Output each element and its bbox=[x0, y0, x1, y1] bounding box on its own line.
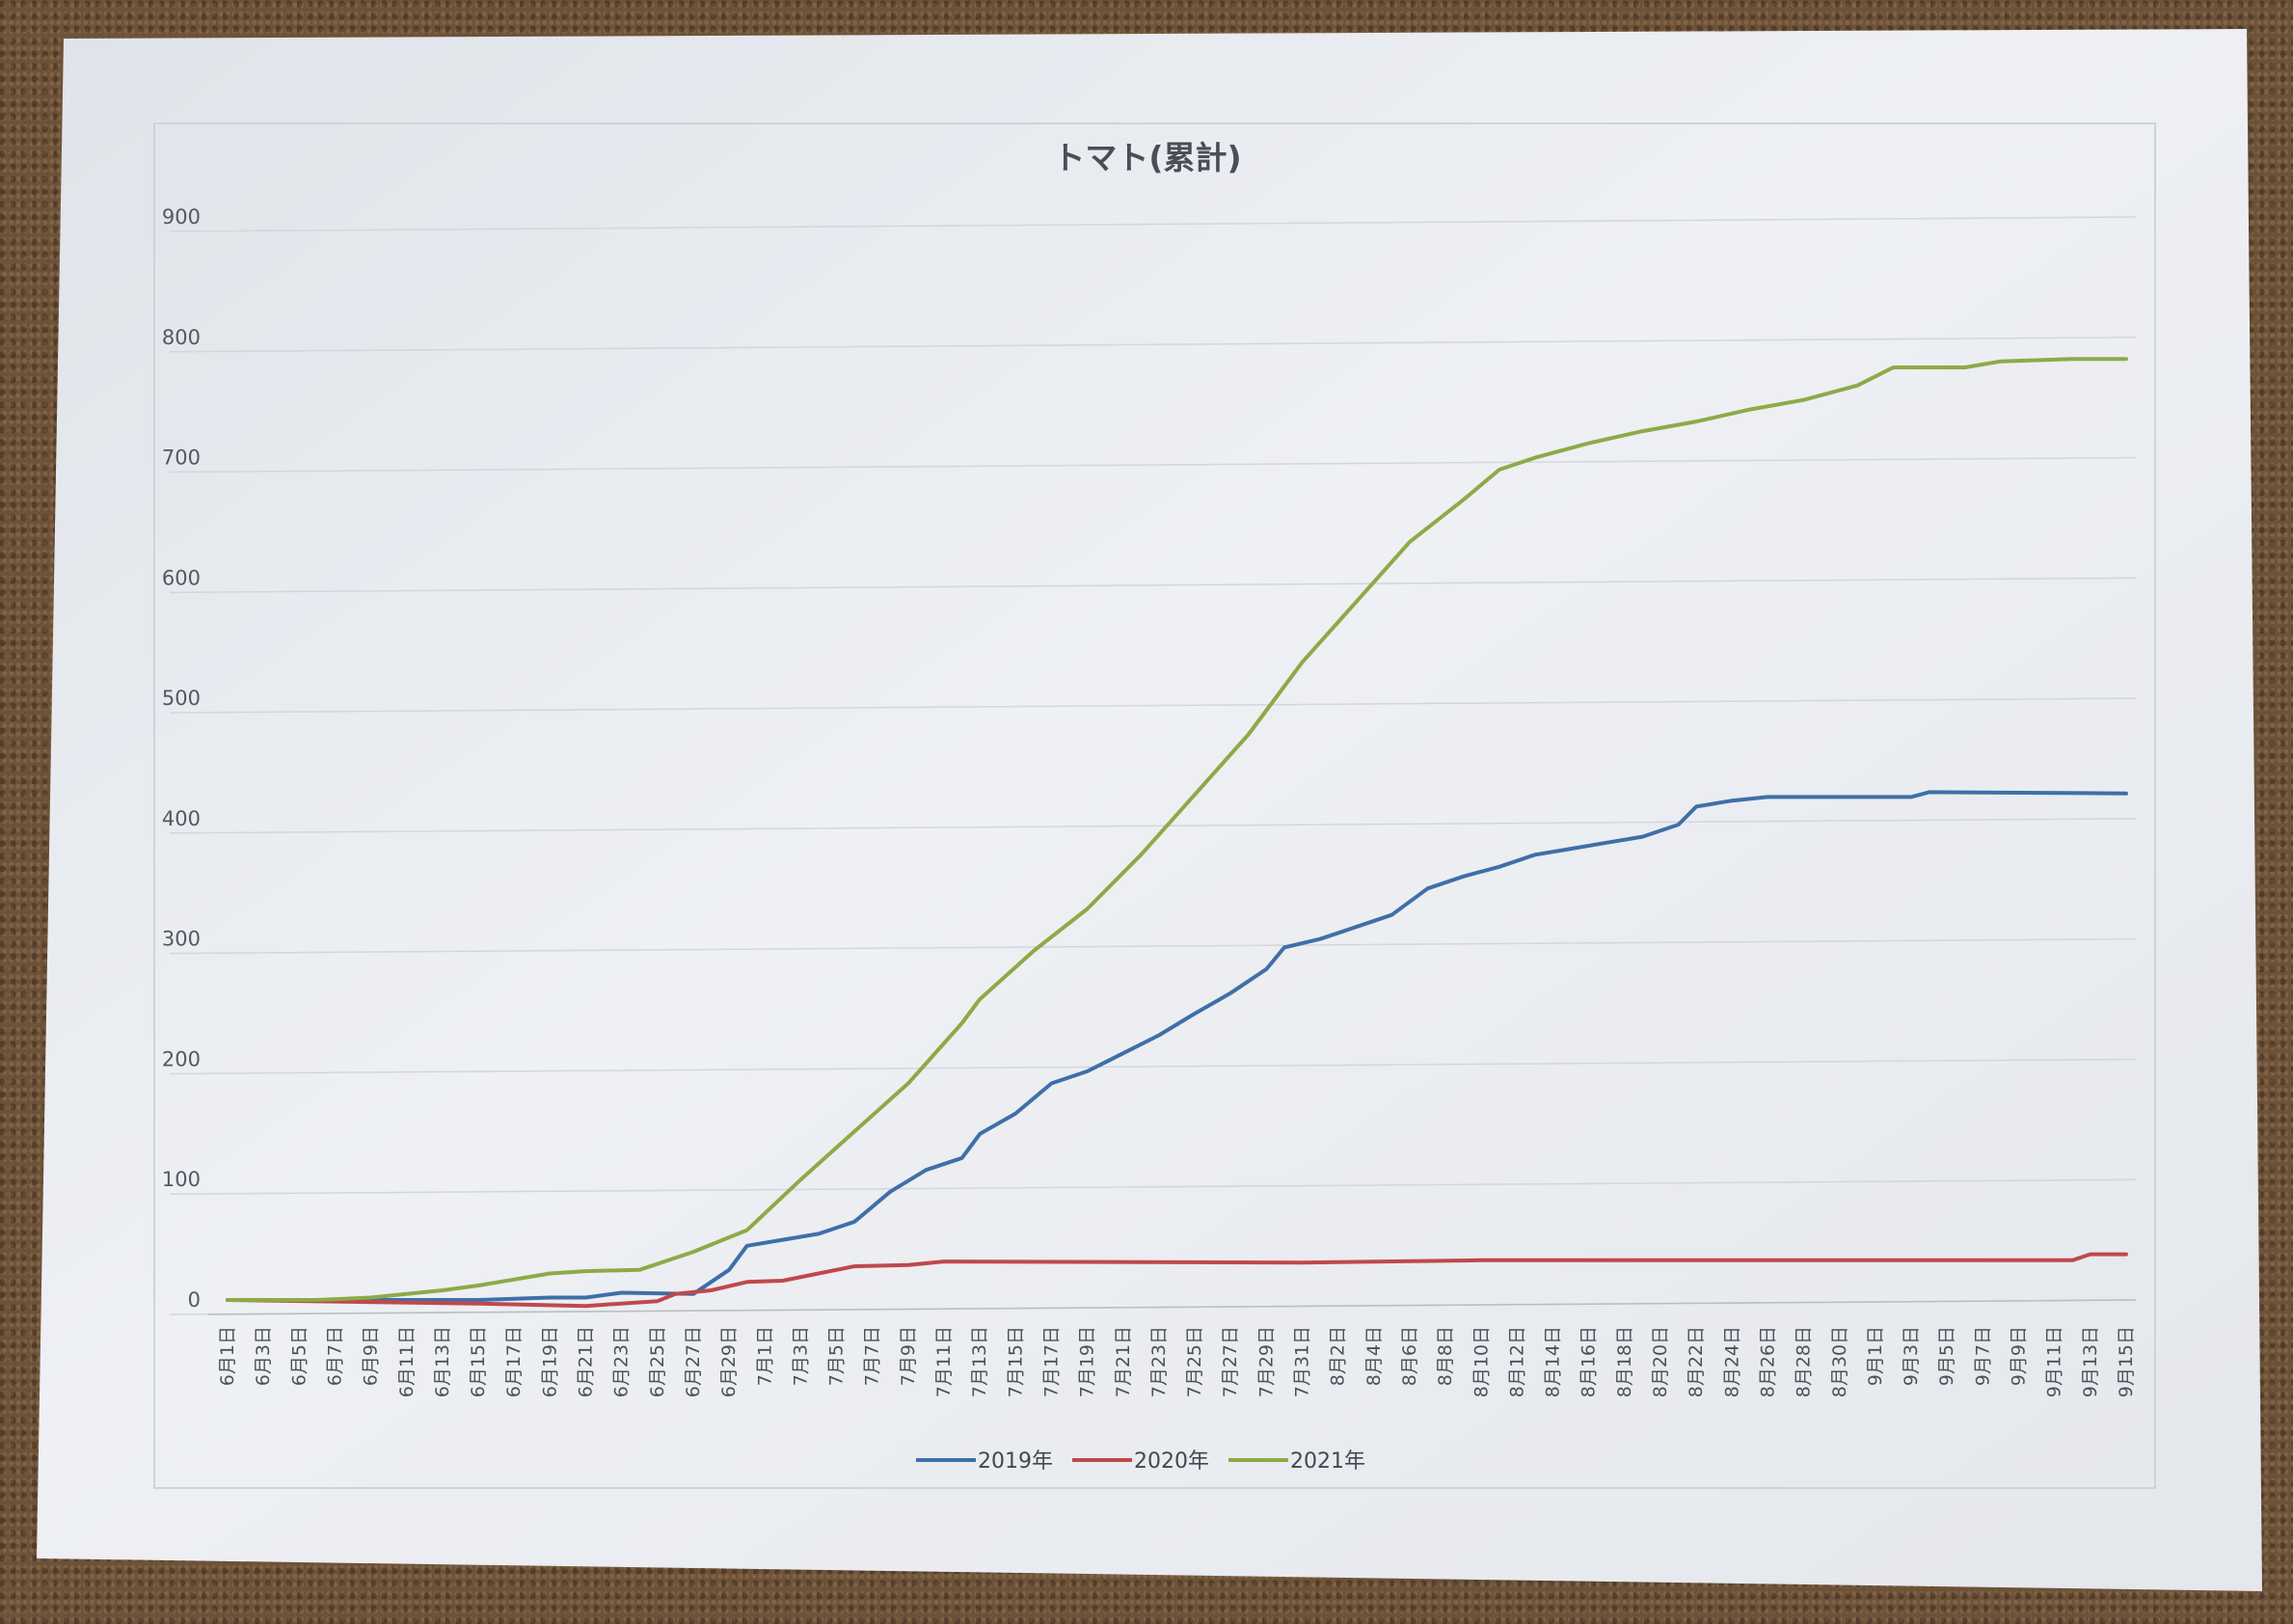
x-tick-label: 8月28日 bbox=[1794, 1326, 1815, 1397]
x-tick-label: 6月21日 bbox=[576, 1326, 597, 1397]
gridline bbox=[169, 818, 2137, 834]
chart-area-border bbox=[153, 122, 2156, 1489]
x-tick-label: 7月25日 bbox=[1184, 1326, 1205, 1397]
x-tick-label: 9月11日 bbox=[2044, 1326, 2065, 1397]
x-tick-label: 8月22日 bbox=[1686, 1326, 1707, 1397]
x-tick-label: 7月1日 bbox=[754, 1326, 775, 1386]
x-tick-label: 6月25日 bbox=[647, 1326, 668, 1397]
gridline bbox=[169, 337, 2137, 353]
x-tick-label: 6月27日 bbox=[683, 1326, 704, 1397]
x-tick-label: 7月19日 bbox=[1077, 1326, 1098, 1397]
x-tick-label: 9月5日 bbox=[1936, 1326, 1957, 1386]
x-tick-label: 7月7日 bbox=[862, 1326, 883, 1386]
x-tick-label: 8月8日 bbox=[1435, 1326, 1456, 1386]
x-tick-label: 8月4日 bbox=[1363, 1326, 1385, 1386]
y-tick-label: 100 bbox=[162, 1168, 201, 1191]
y-tick-label: 900 bbox=[162, 205, 201, 229]
x-tick-label: 8月14日 bbox=[1543, 1326, 1564, 1397]
gridline bbox=[169, 216, 2137, 232]
y-tick-label: 200 bbox=[162, 1047, 201, 1070]
x-tick-label: 8月12日 bbox=[1506, 1326, 1527, 1397]
chart-title: トマト(累計) bbox=[1053, 139, 1241, 176]
y-tick-label: 500 bbox=[162, 687, 201, 710]
x-tick-label: 7月13日 bbox=[969, 1326, 990, 1397]
plot-lines bbox=[226, 357, 2128, 1309]
x-tick-label: 8月20日 bbox=[1650, 1326, 1671, 1397]
gridlines bbox=[169, 216, 2137, 1315]
x-tick-label: 9月13日 bbox=[2080, 1326, 2101, 1397]
x-tick-label: 7月3日 bbox=[790, 1326, 811, 1386]
x-tick-label: 7月21日 bbox=[1113, 1326, 1134, 1397]
x-tick-label: 6月17日 bbox=[503, 1326, 525, 1397]
x-tick-label: 6月11日 bbox=[396, 1326, 418, 1397]
gridline bbox=[169, 577, 2137, 594]
x-tick-label: 8月2日 bbox=[1328, 1326, 1349, 1386]
x-tick-label: 6月1日 bbox=[217, 1326, 238, 1386]
x-tick-label: 6月5日 bbox=[288, 1326, 310, 1386]
legend-label: 2021年 bbox=[1290, 1449, 1365, 1474]
y-tick-label: 800 bbox=[162, 326, 201, 349]
x-tick-label: 7月5日 bbox=[826, 1326, 848, 1386]
y-axis: 0 100 200 300 400 500 600 700 800 900 bbox=[162, 205, 201, 1312]
x-tick-label: 8月10日 bbox=[1470, 1326, 1492, 1397]
x-tick-label: 6月15日 bbox=[468, 1326, 489, 1397]
gridline bbox=[169, 1178, 2137, 1195]
x-tick-label: 6月3日 bbox=[253, 1326, 274, 1386]
gridline bbox=[169, 697, 2137, 714]
x-tick-label: 8月30日 bbox=[1829, 1326, 1850, 1397]
x-tick-label: 7月27日 bbox=[1220, 1326, 1241, 1397]
x-tick-label: 8月6日 bbox=[1399, 1326, 1420, 1386]
y-tick-label: 300 bbox=[162, 928, 201, 951]
y-tick-label: 400 bbox=[162, 807, 201, 830]
x-tick-label: 6月29日 bbox=[718, 1326, 740, 1397]
gridline bbox=[169, 937, 2137, 955]
x-tick-label: 6月9日 bbox=[361, 1326, 382, 1386]
x-tick-label: 8月24日 bbox=[1721, 1326, 1742, 1397]
y-tick-label: 600 bbox=[162, 566, 201, 589]
x-axis: 6月1日 6月3日 6月5日 6月7日 6月9日 6月11日 6月13日 6月15日 6月17日… bbox=[207, 1299, 2137, 1397]
x-tick-label: 9月9日 bbox=[2009, 1326, 2030, 1386]
x-tick-label: 7月17日 bbox=[1040, 1326, 1062, 1397]
x-tick-label: 7月9日 bbox=[898, 1326, 919, 1386]
series-line-2019年 bbox=[226, 790, 2128, 1302]
x-tick-label: 7月11日 bbox=[933, 1326, 955, 1397]
x-tick-label: 6月23日 bbox=[611, 1326, 633, 1397]
x-tick-label: 7月31日 bbox=[1292, 1326, 1313, 1397]
legend-label: 2020年 bbox=[1134, 1449, 1209, 1474]
y-tick-label: 0 bbox=[188, 1288, 201, 1312]
x-tick-label: 8月18日 bbox=[1614, 1326, 1635, 1397]
legend: 2019年 2020年 2021年 bbox=[916, 1449, 1365, 1474]
x-tick-label: 8月26日 bbox=[1757, 1326, 1778, 1397]
series-line-2021年 bbox=[226, 357, 2128, 1302]
x-tick-label: 9月1日 bbox=[1865, 1326, 1886, 1386]
gridline bbox=[169, 456, 2137, 474]
x-tick-label: 6月19日 bbox=[539, 1326, 560, 1397]
x-tick-label: 9月3日 bbox=[1901, 1326, 1922, 1386]
x-tick-label: 6月13日 bbox=[432, 1326, 453, 1397]
x-tick-label: 8月16日 bbox=[1578, 1326, 1600, 1397]
series-line-2020年 bbox=[226, 1252, 2128, 1309]
y-tick-label: 700 bbox=[162, 447, 201, 470]
legend-label: 2019年 bbox=[978, 1449, 1053, 1474]
x-tick-label: 9月7日 bbox=[1972, 1326, 1993, 1386]
x-tick-label: 7月29日 bbox=[1255, 1326, 1277, 1397]
x-tick-label: 7月15日 bbox=[1005, 1326, 1026, 1397]
x-tick-label: 7月23日 bbox=[1148, 1326, 1170, 1397]
x-tick-label: 6月7日 bbox=[324, 1326, 345, 1386]
gridline bbox=[169, 1058, 2137, 1075]
x-tick-label: 9月15日 bbox=[2116, 1326, 2137, 1397]
x-axis-line bbox=[207, 1299, 2137, 1315]
